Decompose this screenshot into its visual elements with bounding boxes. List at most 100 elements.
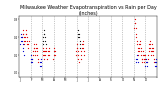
Point (149, 51, 152, 52)
Point (44, 54, 46, 56)
Point (31, 62, 33, 63)
Point (30, 58, 32, 59)
Point (26, 40, 28, 41)
Point (151, 47, 153, 49)
Point (142, 51, 144, 52)
Point (141, 58, 144, 59)
Point (80, 54, 82, 56)
Point (27, 40, 30, 41)
Point (136, 62, 139, 63)
Point (152, 58, 155, 59)
Point (82, 51, 85, 52)
Point (134, 19, 136, 20)
Point (44, 36, 46, 38)
Point (144, 65, 147, 66)
Point (77, 33, 80, 34)
Title: Milwaukee Weather Evapotranspiration vs Rain per Day (Inches): Milwaukee Weather Evapotranspiration vs … (20, 5, 156, 16)
Point (22, 36, 25, 38)
Point (41, 54, 44, 56)
Point (136, 40, 138, 41)
Point (43, 29, 45, 31)
Point (138, 47, 140, 49)
Point (139, 47, 142, 49)
Point (43, 54, 45, 56)
Point (79, 44, 81, 45)
Point (26, 44, 29, 45)
Point (42, 51, 44, 52)
Point (29, 62, 32, 63)
Point (23, 40, 25, 41)
Point (42, 47, 45, 49)
Point (33, 47, 36, 49)
Point (152, 54, 155, 56)
Point (40, 62, 42, 63)
Point (52, 58, 54, 59)
Point (136, 44, 138, 45)
Point (39, 65, 41, 66)
Point (43, 33, 46, 34)
Point (47, 51, 49, 52)
Point (30, 54, 32, 56)
Point (47, 47, 50, 49)
Point (82, 47, 85, 49)
Point (151, 47, 154, 49)
Point (48, 51, 50, 52)
Point (149, 47, 152, 49)
Point (145, 62, 147, 63)
Point (76, 44, 78, 45)
Point (53, 51, 55, 52)
Point (137, 54, 140, 56)
Point (39, 58, 42, 59)
Point (25, 36, 28, 38)
Point (137, 51, 140, 52)
Point (32, 47, 35, 49)
Point (152, 51, 154, 52)
Point (149, 44, 151, 45)
Point (22, 33, 25, 34)
Point (34, 54, 36, 56)
Point (76, 47, 79, 49)
Point (150, 51, 153, 52)
Point (148, 44, 151, 45)
Point (44, 40, 47, 41)
Point (154, 62, 157, 63)
Point (27, 47, 29, 49)
Point (21, 40, 24, 41)
Point (151, 44, 154, 45)
Point (136, 47, 139, 49)
Point (21, 36, 24, 38)
Point (20, 36, 22, 38)
Point (140, 51, 142, 52)
Point (53, 47, 56, 49)
Point (146, 65, 148, 66)
Point (35, 47, 38, 49)
Point (21, 33, 24, 34)
Point (137, 51, 139, 52)
Point (44, 44, 47, 45)
Point (23, 44, 26, 45)
Point (74, 54, 77, 56)
Point (146, 58, 149, 59)
Point (20, 33, 23, 34)
Point (134, 22, 137, 23)
Point (143, 62, 146, 63)
Point (77, 29, 80, 31)
Point (30, 58, 33, 59)
Point (47, 54, 49, 56)
Point (138, 44, 141, 45)
Point (78, 40, 81, 41)
Point (135, 33, 137, 34)
Point (141, 62, 143, 63)
Point (144, 58, 146, 59)
Point (80, 47, 83, 49)
Point (77, 62, 80, 63)
Point (35, 47, 37, 49)
Point (31, 58, 34, 59)
Point (136, 54, 138, 56)
Point (77, 54, 79, 56)
Point (35, 44, 37, 45)
Point (45, 51, 47, 52)
Point (25, 33, 28, 34)
Point (75, 47, 78, 49)
Point (142, 54, 144, 56)
